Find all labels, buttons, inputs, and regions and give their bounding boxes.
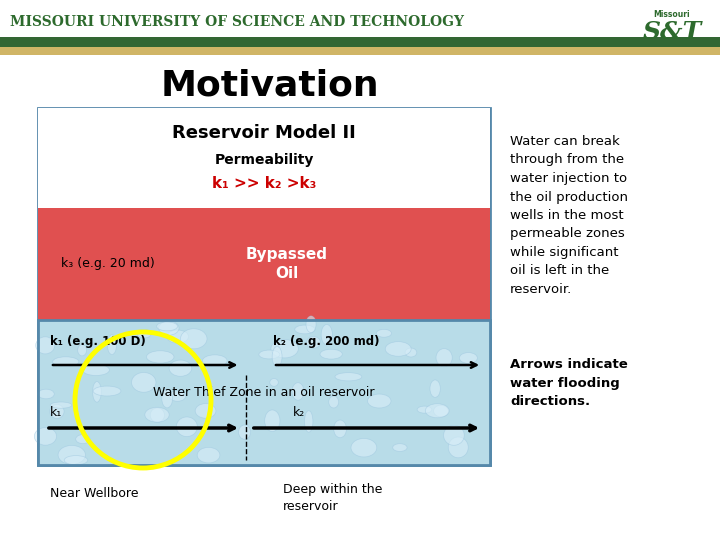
Ellipse shape <box>83 364 109 375</box>
Ellipse shape <box>50 402 72 408</box>
Ellipse shape <box>202 355 227 367</box>
Bar <box>0 0 720 55</box>
Ellipse shape <box>444 426 464 446</box>
Ellipse shape <box>259 350 280 359</box>
Ellipse shape <box>306 316 316 333</box>
Ellipse shape <box>307 336 320 348</box>
Ellipse shape <box>333 420 346 438</box>
Text: k₁ (e.g. 100 D): k₁ (e.g. 100 D) <box>50 335 145 348</box>
Text: Water can break
through from the
water injection to
the oil production
wells in : Water can break through from the water i… <box>510 135 628 296</box>
Ellipse shape <box>145 407 169 422</box>
Ellipse shape <box>392 444 407 451</box>
Ellipse shape <box>433 405 449 417</box>
Bar <box>38 208 490 320</box>
Ellipse shape <box>162 389 173 408</box>
Bar <box>38 108 490 465</box>
Ellipse shape <box>405 348 417 357</box>
Ellipse shape <box>146 351 174 363</box>
Ellipse shape <box>107 335 117 355</box>
Ellipse shape <box>377 329 392 337</box>
Ellipse shape <box>335 373 361 381</box>
Ellipse shape <box>181 329 207 349</box>
Ellipse shape <box>176 417 197 436</box>
Text: k₁: k₁ <box>50 406 62 419</box>
Ellipse shape <box>76 435 90 443</box>
Bar <box>0 37 720 47</box>
Ellipse shape <box>367 394 391 408</box>
Ellipse shape <box>436 349 452 367</box>
Ellipse shape <box>138 329 151 338</box>
Text: MISSOURI UNIVERSITY OF SCIENCE AND TECHNOLOGY: MISSOURI UNIVERSITY OF SCIENCE AND TECHN… <box>10 15 464 29</box>
Ellipse shape <box>329 396 338 408</box>
Text: Arrows indicate
water flooding
directions.: Arrows indicate water flooding direction… <box>510 358 628 408</box>
Ellipse shape <box>167 330 189 343</box>
Text: k₃ (e.g. 20 md): k₃ (e.g. 20 md) <box>61 258 155 271</box>
Ellipse shape <box>38 389 54 399</box>
Ellipse shape <box>36 337 55 354</box>
Text: k₂ (e.g. 200 md): k₂ (e.g. 200 md) <box>273 335 379 348</box>
Ellipse shape <box>157 322 178 331</box>
Text: Near Wellbore: Near Wellbore <box>50 487 138 500</box>
Ellipse shape <box>385 342 411 356</box>
Ellipse shape <box>50 404 64 418</box>
Ellipse shape <box>64 456 88 465</box>
Ellipse shape <box>449 437 468 458</box>
Ellipse shape <box>417 406 432 413</box>
Ellipse shape <box>265 410 280 431</box>
Ellipse shape <box>305 410 313 432</box>
Text: k₁ >> k₂ >k₃: k₁ >> k₂ >k₃ <box>212 177 316 192</box>
Text: Reservoir Model II: Reservoir Model II <box>172 124 356 142</box>
Text: Deep within the
reservoir: Deep within the reservoir <box>283 483 382 513</box>
Ellipse shape <box>159 321 179 335</box>
Ellipse shape <box>426 404 449 418</box>
Ellipse shape <box>292 383 304 400</box>
Ellipse shape <box>169 390 186 401</box>
Bar <box>38 320 490 465</box>
Ellipse shape <box>93 382 102 402</box>
Ellipse shape <box>321 325 333 345</box>
Text: k₂: k₂ <box>293 406 305 419</box>
Text: Motivation: Motivation <box>161 68 379 102</box>
Bar <box>38 108 490 208</box>
Text: Water Thief Zone in an oil reservoir: Water Thief Zone in an oil reservoir <box>153 386 374 399</box>
Ellipse shape <box>271 340 298 358</box>
Ellipse shape <box>320 349 342 359</box>
Ellipse shape <box>53 357 78 367</box>
Ellipse shape <box>78 345 86 356</box>
Ellipse shape <box>93 386 121 396</box>
Text: Permeability: Permeability <box>215 153 314 167</box>
Ellipse shape <box>459 353 477 363</box>
Text: Bypassed
Oil: Bypassed Oil <box>246 247 328 281</box>
Ellipse shape <box>58 446 86 464</box>
Text: S&T: S&T <box>642 20 701 44</box>
Ellipse shape <box>270 379 279 386</box>
Ellipse shape <box>294 325 315 334</box>
Ellipse shape <box>197 447 220 463</box>
Ellipse shape <box>150 408 164 422</box>
Ellipse shape <box>195 403 216 418</box>
Ellipse shape <box>351 438 377 457</box>
Ellipse shape <box>238 425 251 439</box>
Bar <box>38 320 490 465</box>
Text: Missouri: Missouri <box>654 10 690 19</box>
Ellipse shape <box>272 347 282 367</box>
Ellipse shape <box>35 428 56 445</box>
Ellipse shape <box>132 373 156 392</box>
Ellipse shape <box>169 360 192 376</box>
Bar <box>0 47 720 55</box>
Ellipse shape <box>430 380 441 397</box>
